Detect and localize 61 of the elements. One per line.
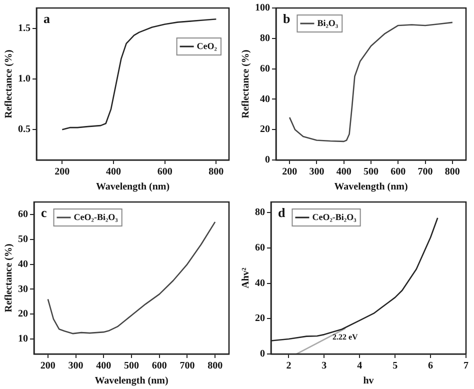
annotation: b <box>283 10 290 26</box>
y-axis-title: Reflectance (%) <box>4 244 15 312</box>
x-tick-label: 800 <box>208 166 224 178</box>
x-axis-title: hv <box>363 376 374 387</box>
x-tick-label: 600 <box>157 166 172 178</box>
x-tick-label: 7 <box>464 360 468 372</box>
x-tick-label: 200 <box>54 166 70 178</box>
y-tick-label: 30 <box>18 284 28 295</box>
x-axis-title: Wavelength (nm) <box>94 376 168 387</box>
x-tick-label: 2 <box>286 360 292 372</box>
y-tick-label: 1.5 <box>18 22 30 34</box>
y-tick-label: 20 <box>18 308 28 320</box>
y-tick-label: 40 <box>260 94 270 105</box>
annotation: 2.22 eV <box>332 332 358 342</box>
y-tick-label: 10 <box>18 334 28 345</box>
x-tick-label: 300 <box>68 360 84 372</box>
y-tick-label: 0 <box>265 154 270 166</box>
annotation: a <box>44 10 50 26</box>
x-tick-label: 600 <box>152 360 167 372</box>
y-tick-label: 50 <box>18 234 28 245</box>
x-tick-label: 300 <box>309 166 324 178</box>
x-tick-label: 700 <box>180 360 195 372</box>
x-tick-label: 200 <box>40 360 56 372</box>
x-tick-label: 3 <box>322 360 327 372</box>
x-tick-label: 600 <box>390 166 406 178</box>
y-tick-label: 20 <box>255 313 265 324</box>
y-tick-label: 60 <box>18 209 28 220</box>
y-axis-title: Ahv² <box>240 268 252 288</box>
annotation: d <box>278 204 286 220</box>
legend-label: CeO₂-Bi₂O₃ <box>74 212 118 222</box>
y-tick-label: 0.5 <box>18 124 30 136</box>
annotation: c <box>41 204 47 220</box>
legend-label: CeO₂-Bi₂O₃ <box>312 212 357 222</box>
y-tick-label: 40 <box>18 258 28 270</box>
x-tick-label: 700 <box>418 166 433 178</box>
legend-label: CeO₂ <box>196 40 218 51</box>
y-tick-label: 40 <box>255 278 265 289</box>
x-tick-label: 400 <box>106 166 121 178</box>
x-tick-label: 800 <box>208 360 223 372</box>
y-tick-label: 80 <box>260 32 270 44</box>
x-axis-title: Wavelength (nm) <box>96 182 170 193</box>
x-axis-title: Wavelength (nm) <box>334 182 408 193</box>
y-tick-label: 0 <box>260 348 265 360</box>
x-tick-label: 400 <box>336 166 352 178</box>
x-tick-label: 200 <box>282 166 298 178</box>
y-tick-label: 20 <box>260 124 270 136</box>
y-tick-label: 1.0 <box>18 74 30 85</box>
legend-label: Bi₂O₃ <box>317 18 338 28</box>
y-tick-label: 100 <box>255 2 270 14</box>
y-tick-label: 80 <box>255 207 265 218</box>
x-tick-label: 500 <box>124 360 139 372</box>
x-tick-label: 4 <box>357 360 362 372</box>
x-tick-label: 500 <box>364 166 378 178</box>
x-tick-label: 5 <box>392 360 398 372</box>
y-tick-label: 60 <box>255 242 265 254</box>
x-tick-label: 800 <box>444 166 460 178</box>
x-tick-label: 400 <box>96 360 112 372</box>
y-axis-title: Reflectance (%) <box>4 50 15 118</box>
y-axis-title: Reflectance (%) <box>240 50 252 118</box>
y-tick-label: 60 <box>260 63 270 74</box>
x-tick-label: 6 <box>428 360 434 372</box>
